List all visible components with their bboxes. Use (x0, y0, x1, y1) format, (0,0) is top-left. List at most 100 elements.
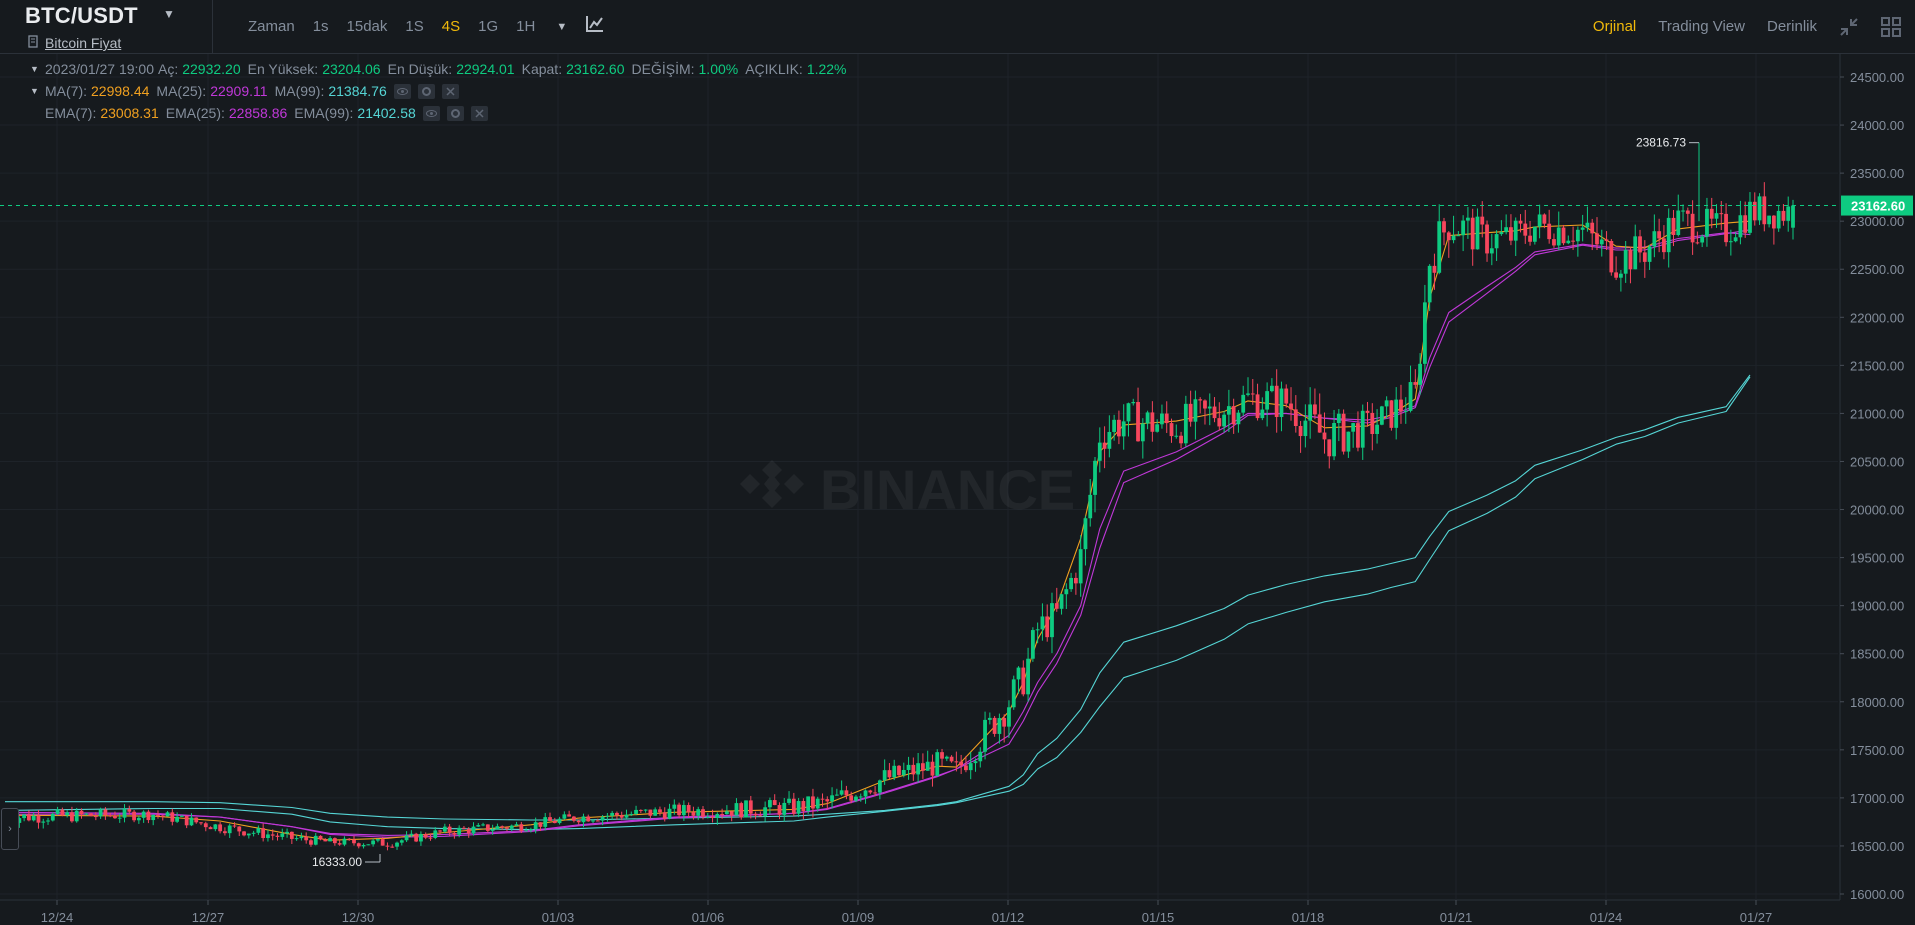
candle-up (1714, 213, 1719, 219)
view-original[interactable]: Orjinal (1592, 18, 1637, 35)
candle-down (1547, 223, 1552, 240)
y-tick-label: 20000.00 (1850, 503, 1904, 518)
candle-down (1657, 231, 1662, 239)
candle-up (1585, 222, 1590, 228)
hide-ema-eye-icon[interactable] (422, 105, 440, 121)
candle-up (629, 813, 634, 815)
ma-settings-gear-icon[interactable] (417, 83, 435, 99)
y-tick-label: 19000.00 (1850, 599, 1904, 614)
candle-down (500, 826, 505, 828)
candle-down (887, 770, 892, 778)
candle-up (806, 796, 811, 812)
y-tick-label: 23000.00 (1850, 214, 1904, 229)
candle-down (36, 815, 41, 823)
candle-down (385, 845, 390, 847)
candle-up (734, 803, 739, 816)
remove-ema-close-icon[interactable] (470, 105, 488, 121)
top-toolbar: BTC/USDT ▼ Bitcoin Fiyat Zaman 1s 15dak … (0, 0, 1915, 54)
candle-down (89, 813, 93, 817)
candle-down (849, 795, 854, 801)
chart-grid (0, 54, 1841, 901)
collapse-icon[interactable] (1828, 17, 1870, 37)
layout-grid-icon[interactable] (1870, 16, 1915, 37)
candle-up (1580, 227, 1585, 230)
legend-amplitude-label: AÇIKLIK: (745, 61, 803, 77)
candle-up (1375, 424, 1379, 434)
candle-up (1666, 217, 1671, 253)
ema-settings-gear-icon[interactable] (446, 105, 464, 121)
candle-up (457, 827, 462, 835)
candle-up (1007, 707, 1011, 727)
hide-ma-eye-icon[interactable] (393, 83, 411, 99)
candle-down (1356, 423, 1360, 448)
candle-down (505, 827, 509, 829)
candle-down (739, 803, 744, 818)
ema99-line (5, 374, 1751, 821)
candle-down (811, 796, 815, 809)
timeframe-15dak[interactable]: 15dak (346, 18, 388, 35)
candle-down (1289, 403, 1293, 410)
candle-down (1552, 239, 1556, 246)
pair-dropdown-icon[interactable]: ▼ (163, 7, 175, 21)
candle-up (1556, 227, 1561, 246)
candle-up (1303, 420, 1308, 437)
candle-up (1532, 226, 1537, 242)
candle-down (79, 810, 84, 815)
candle-down (1595, 233, 1599, 245)
candle-up (1207, 406, 1212, 409)
candle-down (1609, 240, 1614, 273)
candle-down (1317, 414, 1322, 433)
candle-down (438, 830, 442, 832)
candle-up (681, 805, 686, 816)
view-tradingview[interactable]: Trading View (1658, 18, 1745, 35)
timeframe-more-icon[interactable]: ▼ (556, 20, 568, 33)
candle-up (643, 809, 648, 811)
candle-up (313, 835, 318, 845)
ema25-line (4, 232, 1751, 836)
candle-up (409, 833, 414, 836)
indicator-chart-icon[interactable] (581, 15, 605, 38)
x-tick-label: 12/30 (342, 910, 375, 925)
x-tick-label: 01/09 (842, 910, 875, 925)
candle-up (1681, 210, 1685, 212)
collapse-ohlc-icon[interactable]: ▼ (30, 64, 39, 74)
candle-down (380, 839, 385, 846)
candle-up (1504, 227, 1509, 233)
y-tick-label: 16000.00 (1850, 887, 1904, 902)
candle-down (208, 827, 213, 830)
price-chart[interactable]: BINANCE 24500.00 24000.00 23500.00 23000.00… (0, 54, 1915, 925)
candle-up (1126, 403, 1131, 422)
legend-change-label: DEĞİŞİM: (631, 61, 695, 77)
candle-down (720, 814, 725, 816)
x-tick-label: 01/06 (692, 910, 725, 925)
candle-down (1341, 413, 1346, 452)
timeframe-1S[interactable]: 1S (405, 18, 424, 35)
candle-up (1183, 403, 1188, 444)
candle-up (1131, 402, 1136, 404)
candle-up (1222, 414, 1226, 427)
ma7-label: MA(7): (45, 83, 87, 99)
timeframe-1G[interactable]: 1G (478, 18, 499, 35)
candle-up (74, 810, 79, 822)
candle-up (175, 816, 180, 822)
candle-down (1021, 667, 1026, 695)
candle-up (251, 832, 256, 834)
view-depth[interactable]: Derinlik (1766, 18, 1817, 35)
expand-sidebar-chevron-icon[interactable]: › (1, 808, 19, 850)
collapse-ma-icon[interactable]: ▼ (30, 86, 39, 96)
timeframe-1s[interactable]: 1s (312, 18, 329, 35)
timeframe-1H[interactable]: 1H (516, 18, 536, 35)
candle-down (318, 835, 323, 840)
candle-up (983, 719, 987, 752)
candle-up (634, 809, 638, 814)
coin-price-link[interactable]: Bitcoin Fiyat (45, 35, 122, 51)
candle-down (748, 800, 753, 814)
x-tick-label: 01/03 (542, 910, 575, 925)
price-markers: 23162.60 23816.73 16333.00 (0, 136, 1913, 869)
candle-up (31, 815, 36, 821)
remove-ma-close-icon[interactable] (441, 83, 459, 99)
candle-down (1284, 388, 1289, 404)
candle-up (667, 808, 672, 819)
pair-title[interactable]: BTC/USDT (25, 3, 138, 28)
timeframe-4S[interactable]: 4S (441, 18, 461, 35)
